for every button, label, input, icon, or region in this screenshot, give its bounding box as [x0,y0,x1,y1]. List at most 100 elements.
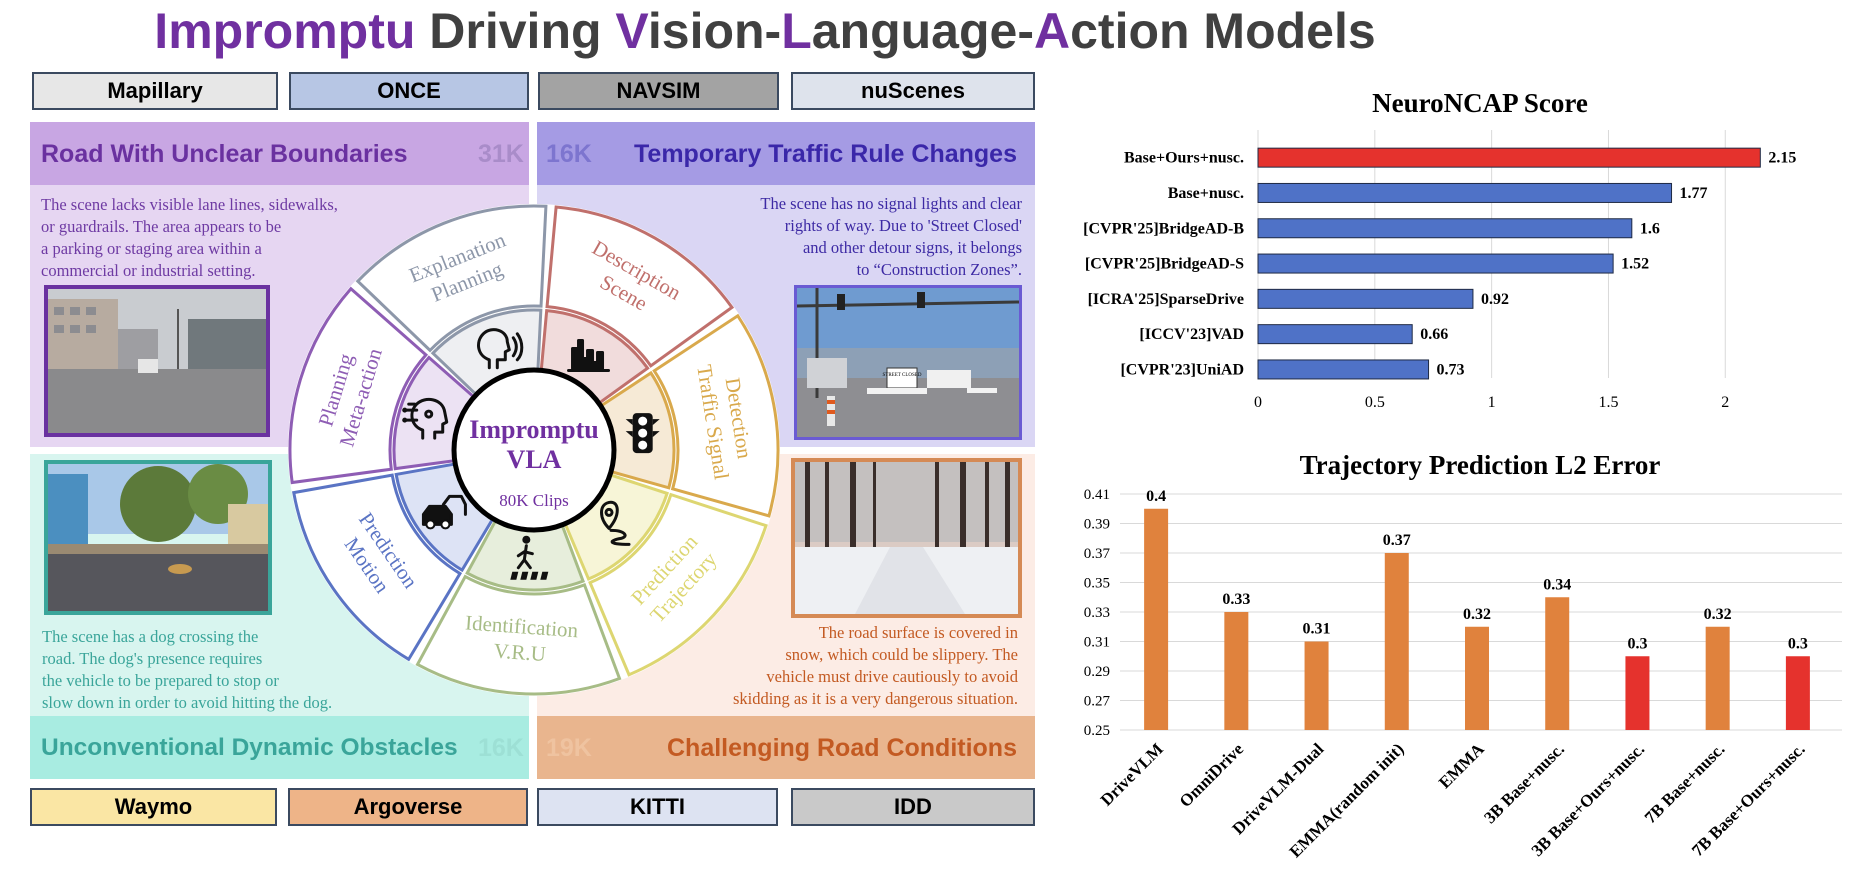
title-part-4: L [781,3,812,59]
location-path-icon [600,500,631,546]
neuro-bar [1257,359,1430,380]
l2-y-tick: 0.37 [1084,546,1111,562]
l2-y-tick: 0.39 [1084,517,1110,533]
quadrant-description-road-conditions: The road surface is covered in snow, whic… [732,623,1018,708]
wheel-center-subtitle: VLA [507,445,562,474]
neuro-category-label: Base+Ours+nusc. [1124,150,1244,167]
main-title: Impromptu Driving Vision-Language-Action… [0,0,1530,64]
l2-chart-title: Trajectory Prediction L2 Error [1299,450,1661,480]
neuro-bar [1257,253,1614,274]
l2-y-tick: 0.33 [1084,605,1110,621]
l2-bar [1465,626,1489,730]
neuro-bar [1257,147,1761,168]
street-closed-sign: STREET CLOSED [883,373,922,378]
wheel-center-title: Impromptu [469,415,599,444]
l2-bar [1785,656,1810,730]
title-part-7: ction Models [1070,3,1376,59]
l2-category-label: 3B Base+nusc. [1480,739,1568,827]
l2-bar [1625,656,1650,730]
dataset-kitti: KITTI [537,788,778,826]
l2-bar [1545,597,1570,730]
neuro-value-label: 1.6 [1640,220,1660,237]
wheel-center-clips: 80K Clips [499,491,568,510]
l2-value-label: 0.4 [1146,488,1166,505]
l2-bar [1705,626,1730,730]
neuro-value-label: 0.66 [1420,326,1448,343]
quadrant-description-traffic-rules: The scene has no signal lights and clear… [760,194,1022,279]
l2-category-label: DriveVLM [1097,739,1167,809]
city-icon [567,338,611,372]
dataset-idd: IDD [791,788,1035,826]
wheel-center-circle [451,367,617,533]
quadrant-title-unclear-boundaries: Road With Unclear Boundaries [41,140,408,168]
neuro-x-tick: 0 [1254,394,1262,411]
title-part-0: Impromptu [154,3,416,59]
l2-y-tick: 0.31 [1084,635,1110,651]
title-part-6: A [1034,3,1071,59]
neuro-category-label: [CVPR'23]UniAD [1120,361,1244,378]
title-part-3: ision- [647,3,782,59]
neuro-value-label: 0.73 [1437,361,1465,378]
dataset-navsim: NAVSIM [538,72,779,110]
neuro-x-tick: 1 [1488,394,1496,411]
title-part-1: Driving [415,3,616,59]
photo-dog-crossing [44,460,272,615]
quadrant-title-traffic-rules: Temporary Traffic Rule Changes [634,140,1017,168]
title-part-2: V [615,3,648,59]
neuro-x-tick: 1.5 [1598,394,1618,411]
l2-value-label: 0.3 [1788,635,1808,652]
quadrant-title-dynamic-obstacles: Unconventional Dynamic Obstacles [41,734,458,761]
quadrant-top-left-header [30,122,529,185]
l2-chart: 0.25 0.27 0.29 0.31 0.33 0.35 0.37 0.39 0.41 0.4… [1084,487,1842,861]
quadrant-description-unclear-boundaries: The scene lacks visible lane lines, side… [41,195,338,280]
neuro-category-label: Base+nusc. [1168,185,1244,202]
dataset-argoverse: Argoverse [288,788,528,826]
quadrant-description-dynamic-obstacles: The scene has a dog crossing the road. Th… [42,627,333,712]
cars-icon [421,494,467,530]
quadrant-count-unclear-boundaries: 31K [478,140,524,168]
wheel-segment-label: V.R.U [493,639,547,667]
neuro-chart-title: NeuroNCAP Score [1372,88,1588,118]
l2-bar [1224,612,1249,730]
neuro-category-label: [CVPR'25]BridgeAD-S [1085,256,1244,273]
l2-value-label: 0.32 [1704,606,1732,623]
dataset-waymo: Waymo [30,788,277,826]
neuro-category-label: [ICCV'23]VAD [1139,326,1244,343]
l2-y-tick: 0.27 [1084,694,1111,710]
neuro-value-label: 0.92 [1481,291,1509,308]
neuro-category-label: [ICRA'25]SparseDrive [1088,291,1244,308]
neuro-bar [1257,288,1474,309]
l2-bar [1144,508,1169,730]
l2-value-label: 0.34 [1543,576,1571,593]
quadrant-bottom-left-header [30,716,529,779]
l2-value-label: 0.33 [1222,591,1250,608]
quadrant-bottom-right-header [537,716,1035,779]
l2-value-label: 0.31 [1303,621,1331,638]
l2-y-tick: 0.25 [1084,723,1110,739]
photo-parking-area [44,285,270,437]
quadrant-count-road-conditions: 19K [546,734,592,762]
l2-value-label: 0.37 [1383,532,1411,549]
title-part-5: anguage- [811,3,1034,59]
l2-category-label: OmniDrive [1176,739,1248,811]
l2-category-label: 7B Base+nusc. [1641,739,1729,827]
neuro-bar [1257,182,1673,203]
l2-value-label: 0.3 [1627,635,1647,652]
pedestrian-crossing-icon [510,535,549,580]
neuro-value-label: 2.15 [1768,150,1796,167]
neuro-bar [1257,324,1413,345]
l2-value-label: 0.32 [1463,606,1491,623]
ai-head-icon [402,397,449,440]
quadrant-count-traffic-rules: 16K [546,140,592,168]
l2-category-label: EMMA [1435,739,1488,792]
dataset-nuscenes: nuScenes [791,72,1035,110]
traffic-light-icon [625,413,660,454]
l2-y-tick: 0.29 [1084,664,1110,680]
neuro-value-label: 1.52 [1621,256,1649,273]
l2-y-tick: 0.35 [1084,576,1110,592]
neuro-category-label: [CVPR'25]BridgeAD-B [1083,220,1244,237]
l2-bar [1384,553,1409,730]
